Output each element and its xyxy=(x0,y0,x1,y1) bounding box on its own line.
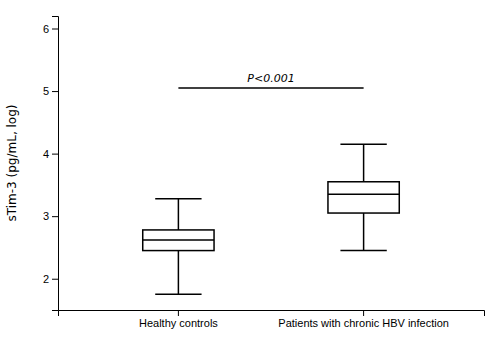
p-value-annotation: P<0.001 xyxy=(247,72,294,85)
x-tick-label: Patients with chronic HBV infection xyxy=(278,317,449,329)
y-axis-title: sTim-3 (pg/mL, log) xyxy=(5,105,19,222)
y-tick-label: 5 xyxy=(43,85,49,97)
x-tick: Patients with chronic HBV infection xyxy=(278,310,449,329)
upper-cap xyxy=(340,143,386,145)
y-tick-mark xyxy=(52,91,58,92)
y-tick-mark xyxy=(52,29,58,30)
median-line xyxy=(328,194,399,196)
upper-whisker xyxy=(178,199,180,230)
y-tick-label: 2 xyxy=(43,273,49,285)
lower-cap xyxy=(340,250,386,252)
plot-area xyxy=(143,88,400,294)
y-tick: 6 xyxy=(43,23,58,35)
median-line xyxy=(143,239,214,241)
y-tick: 3 xyxy=(43,210,58,222)
chart: 2 3 4 5 6 Healthy controls Patients with chron… xyxy=(0,0,500,346)
x-axis-line xyxy=(59,311,485,317)
upper-whisker xyxy=(363,144,365,182)
lower-whisker xyxy=(178,251,180,295)
x-tick-label: Healthy controls xyxy=(139,317,218,329)
x-axis: Healthy controls Patients with chronic HB… xyxy=(59,310,485,329)
box xyxy=(143,230,214,251)
y-tick-mark xyxy=(52,279,58,280)
y-tick-mark xyxy=(52,216,58,217)
y-tick-label: 3 xyxy=(43,210,49,222)
upper-cap xyxy=(155,198,201,200)
y-tick-mark xyxy=(52,154,58,155)
x-tick-mark xyxy=(363,310,364,316)
significance-bracket xyxy=(178,87,363,89)
box-group xyxy=(143,199,214,295)
y-tick: 5 xyxy=(43,85,58,97)
y-tick-label: 4 xyxy=(43,148,49,160)
x-tick-mark xyxy=(178,310,179,316)
y-tick: 4 xyxy=(43,148,58,160)
lower-cap xyxy=(155,294,201,296)
y-tick: 2 xyxy=(43,273,58,285)
x-tick: Healthy controls xyxy=(139,310,218,329)
box xyxy=(328,182,399,213)
y-axis: 2 3 4 5 6 xyxy=(43,17,59,311)
y-tick-label: 6 xyxy=(43,23,49,35)
lower-whisker xyxy=(363,213,365,251)
box-group xyxy=(328,144,399,250)
y-axis-line xyxy=(52,17,59,311)
